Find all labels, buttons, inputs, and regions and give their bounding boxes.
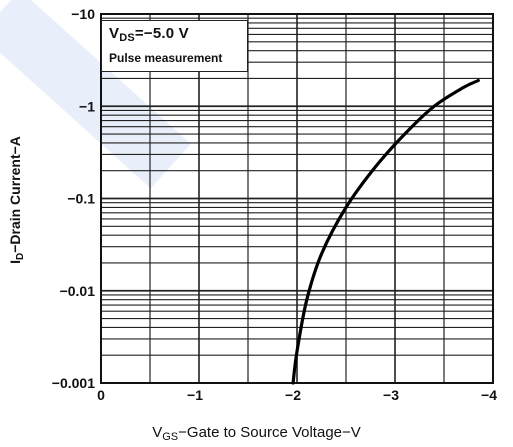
y-tick-label: −10 (71, 6, 95, 22)
y-tick-label: −0.001 (52, 375, 95, 391)
series-line-id-vs-vgs (291, 78, 480, 385)
x-axis-label-subscript: GS (162, 431, 179, 443)
x-tick-label: −4 (481, 387, 497, 403)
x-tick-label: 0 (97, 387, 105, 403)
tick-labels: 0 −1 −2 −3 −4 −0.001 −0.01 −0.1 −1 −10 (52, 6, 497, 403)
y-tick-label: −0.1 (67, 191, 95, 207)
y-tick-label: −1 (79, 98, 95, 114)
x-tick-label: −1 (187, 387, 203, 403)
annotation-pulse: Pulse measurement (109, 51, 223, 65)
y-axis-label-text: −Drain Current−A (7, 136, 23, 253)
grid (100, 14, 494, 384)
annotation-box: VDS=−5.0 V Pulse measurement (101, 20, 248, 72)
annotation-vds-symbol: V (109, 25, 120, 42)
plot-frame (100, 13, 494, 384)
y-axis-label: ID−Drain Current−A (7, 136, 26, 264)
y-axis-label-symbol: I (7, 260, 23, 264)
y-axis-label-subscript: D (15, 252, 26, 261)
x-axis-label-text: −Gate to Source Voltage−V (178, 424, 361, 441)
annotation-vds-value: =−5.0 V (134, 25, 189, 42)
x-axis-label-symbol: V (152, 424, 163, 441)
y-tick-label: −0.01 (60, 283, 96, 299)
x-axis-label: VGS−Gate to Source Voltage−V (0, 424, 513, 443)
annotation-vds: VDS=−5.0 V (109, 25, 189, 44)
x-tick-label: −3 (383, 387, 399, 403)
annotation-vds-subscript: DS (119, 32, 135, 44)
x-tick-label: −2 (285, 387, 301, 403)
